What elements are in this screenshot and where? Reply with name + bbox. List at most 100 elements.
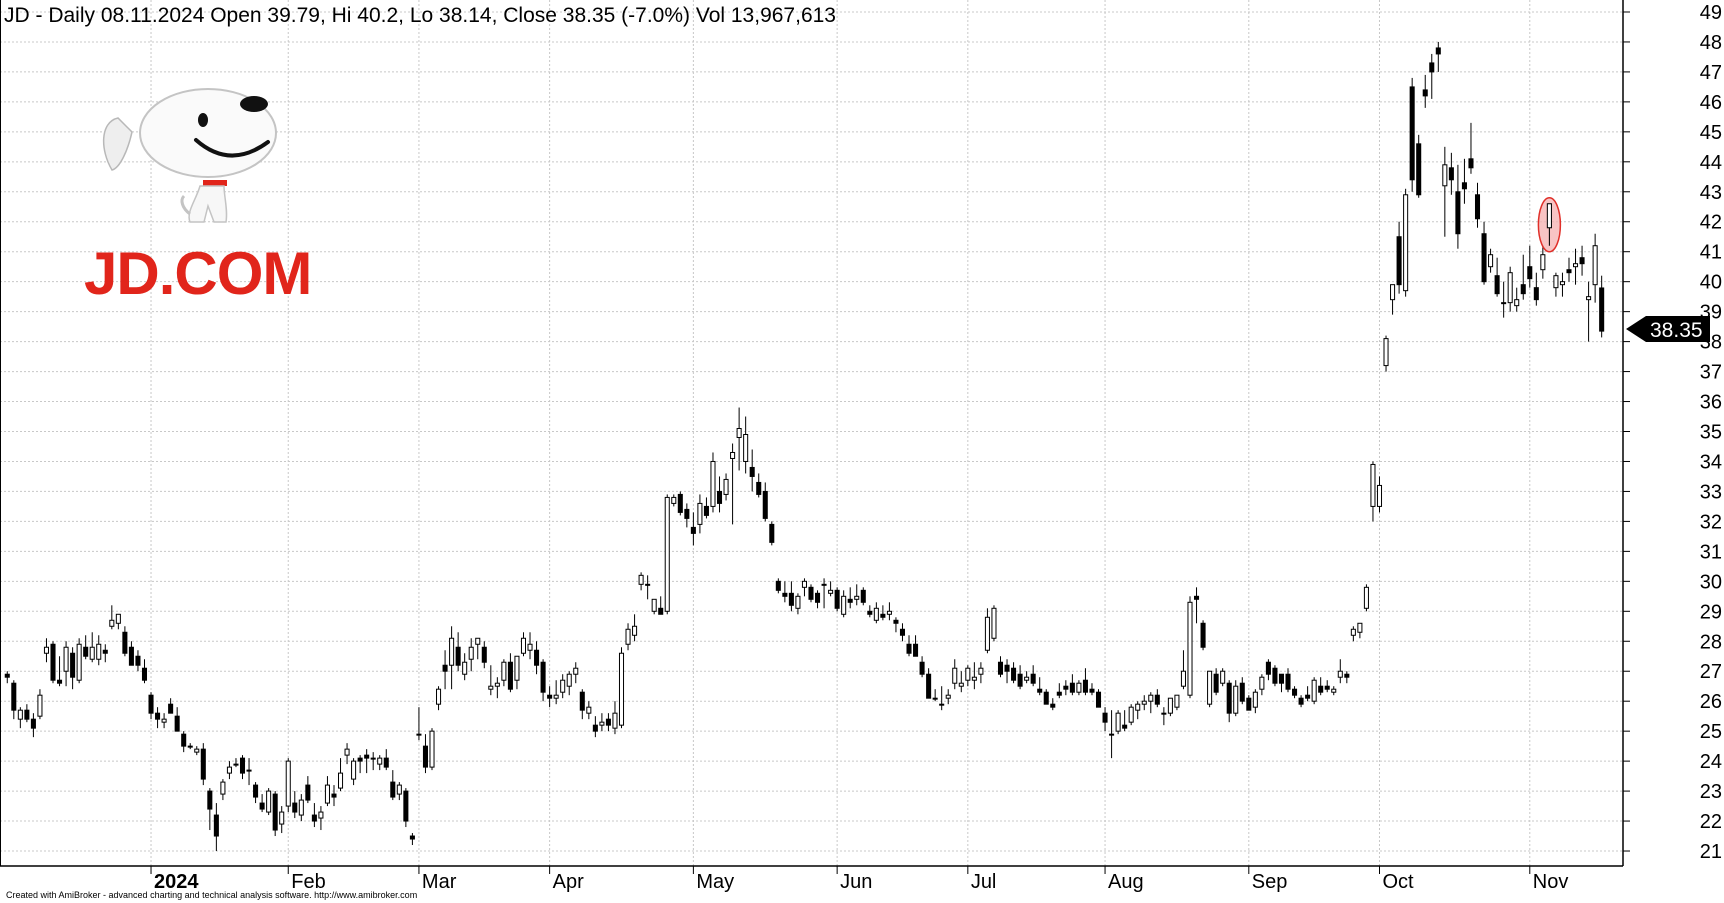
candle-body [677, 493, 683, 513]
candle [1448, 152, 1454, 195]
candle-body [442, 664, 448, 672]
candle [1573, 248, 1579, 285]
candle [1318, 677, 1324, 696]
candle-body [468, 646, 474, 660]
jd-wordmark: JD.COM [84, 240, 311, 307]
candle-body [220, 781, 226, 795]
candle [194, 746, 200, 756]
candle-body [749, 466, 755, 477]
candle-body [1220, 670, 1226, 684]
candle [847, 587, 853, 609]
candle-body [684, 508, 690, 519]
candle [1095, 689, 1102, 708]
candle [1037, 677, 1043, 696]
chart-title: JD - Daily 08.11.2024 Open 39.79, Hi 40.… [4, 4, 836, 27]
candle-body [436, 688, 442, 705]
candle-body [612, 712, 618, 729]
y-tick-label: 47 [1700, 62, 1722, 84]
candle-body [788, 592, 794, 606]
candle-body [174, 715, 180, 732]
candle-body [1200, 622, 1206, 648]
candle-body [1481, 233, 1487, 283]
candle [769, 521, 775, 546]
candle-body [710, 460, 716, 507]
candle-body [1566, 269, 1572, 274]
candle [76, 638, 82, 684]
candle [1435, 41, 1441, 72]
y-tick-label: 37 [1700, 362, 1722, 384]
candle [4, 671, 10, 684]
y-tick-label: 22 [1700, 811, 1722, 833]
candle [266, 788, 272, 816]
candle [501, 659, 507, 687]
candle-body [834, 589, 840, 609]
candle [1429, 53, 1435, 99]
candle [161, 713, 167, 729]
candle [1376, 476, 1383, 513]
candle-body [1089, 688, 1095, 693]
candle-body [893, 619, 899, 624]
candle-body [285, 760, 291, 807]
candle-body [1292, 688, 1298, 696]
candle [1442, 146, 1448, 237]
candle-body [514, 655, 520, 681]
candle-body [449, 637, 455, 666]
candle [919, 656, 925, 678]
candle [390, 770, 396, 801]
candle [1586, 281, 1592, 342]
candle-body [396, 784, 402, 795]
candle [1592, 233, 1598, 303]
candle [1272, 665, 1278, 687]
candle-body [377, 757, 383, 765]
candle [834, 587, 840, 612]
candle [592, 716, 598, 738]
candle-body [507, 661, 513, 690]
candle [945, 689, 951, 705]
x-tick-label: Mar [422, 871, 457, 893]
candle-body [233, 763, 239, 766]
candle-body [1141, 700, 1147, 705]
candle [1461, 158, 1467, 204]
x-tick-label: Feb [291, 871, 325, 893]
candle [1520, 254, 1526, 300]
candle-body [1265, 661, 1271, 675]
candle-body [821, 583, 827, 586]
candle [1390, 284, 1396, 315]
candle [1004, 659, 1010, 684]
candle [383, 749, 389, 771]
candle-body [50, 643, 56, 681]
y-tick-label: 41 [1700, 242, 1722, 264]
candle [1455, 164, 1461, 249]
candle-body [311, 814, 317, 822]
candle [1553, 272, 1559, 297]
candle [1069, 674, 1075, 696]
candle-body [1350, 628, 1356, 636]
candle-body [24, 709, 30, 720]
candle-body [43, 646, 49, 654]
candle-body [1553, 275, 1559, 289]
candle-body [880, 613, 886, 618]
candle [1128, 704, 1134, 726]
candle-body [1246, 697, 1252, 711]
candle [1050, 698, 1056, 711]
candle-body [370, 757, 376, 760]
candle [409, 833, 415, 846]
candle [1122, 710, 1128, 732]
candlestick-series [4, 41, 1605, 852]
candle [1265, 659, 1271, 681]
candle-body [1494, 275, 1500, 295]
candle [1324, 680, 1330, 693]
candle [1337, 659, 1343, 684]
candle-body [324, 784, 330, 804]
candle-body [540, 661, 546, 693]
candle [1298, 695, 1304, 708]
candle [579, 689, 585, 720]
candle-body [1520, 284, 1526, 295]
candle-body [1442, 164, 1448, 187]
last-price-label: 38.35 [1650, 319, 1703, 342]
candle [1102, 707, 1108, 732]
candle-body [494, 682, 500, 687]
candle [880, 605, 886, 621]
candle [560, 674, 566, 699]
candle-body [1285, 673, 1291, 690]
